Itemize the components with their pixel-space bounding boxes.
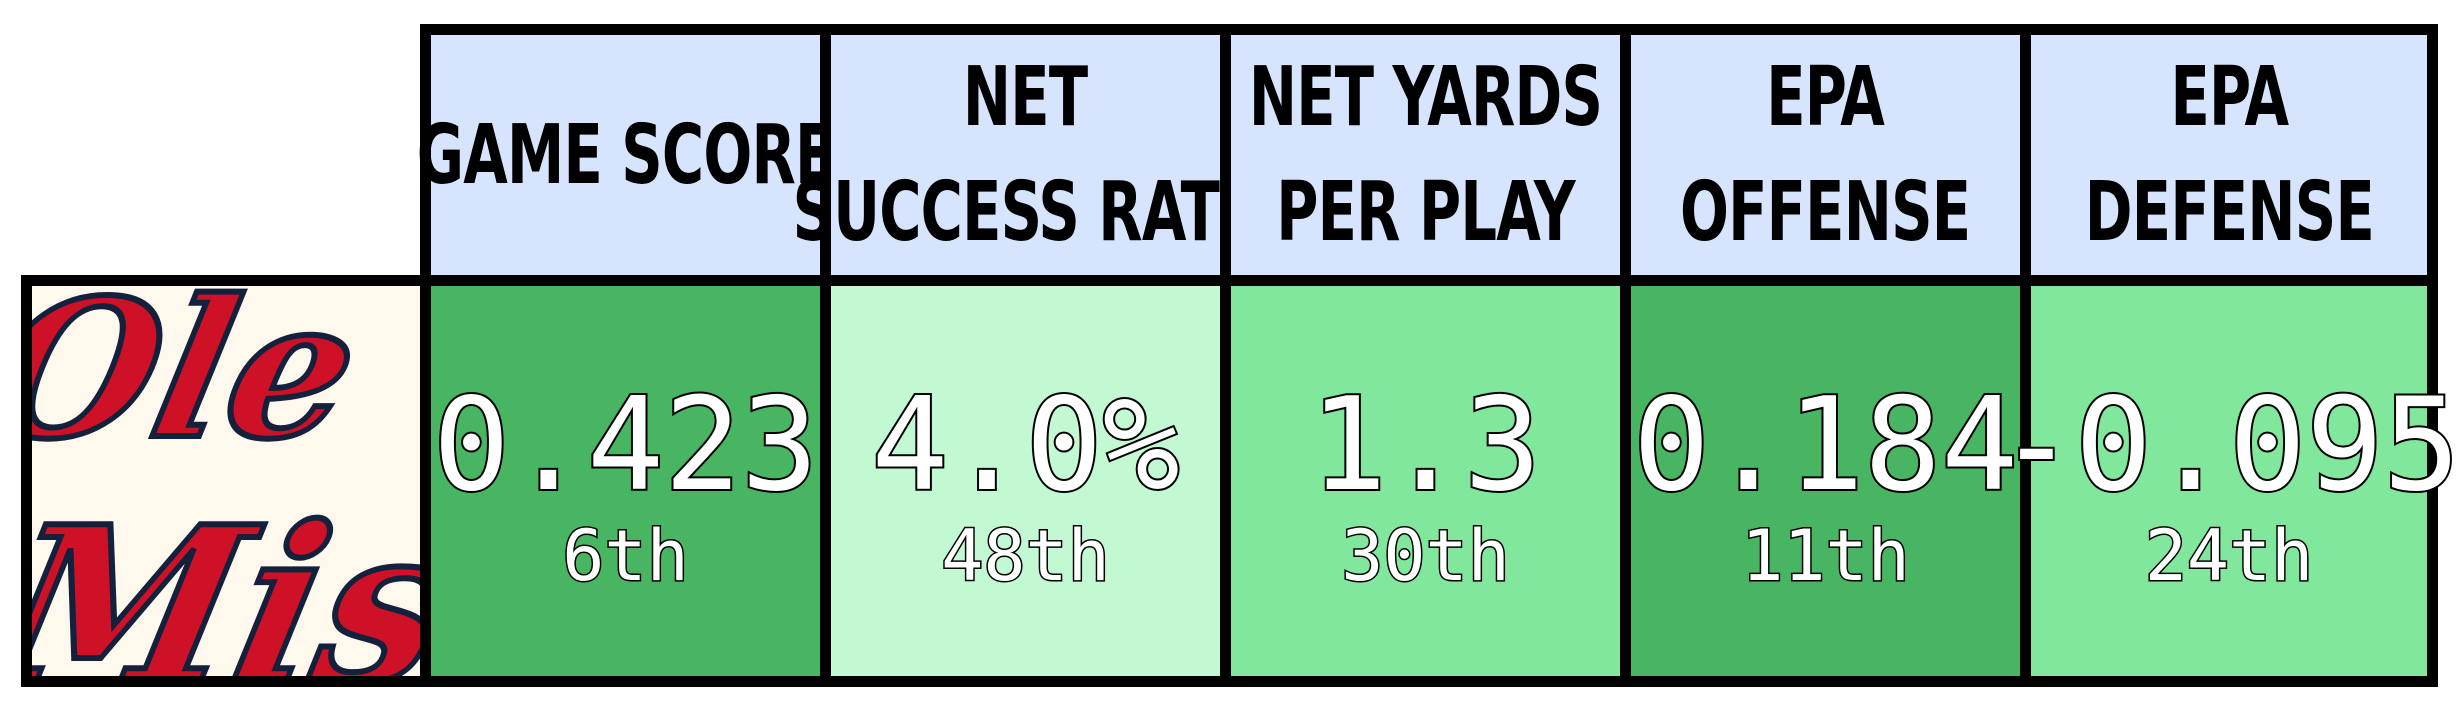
game-score-value: 0.423: [431, 371, 820, 520]
value-cell-net-success-rate: 4.0% 48th: [820, 275, 1231, 687]
value-cell-net-yards-per-play: 1.3 30th: [1220, 275, 1631, 687]
epa-defense-rank: 24th: [2143, 515, 2315, 598]
net-success-rate-rank: 48th: [940, 515, 1112, 598]
header-net-success-rate: NET SUCCESS RATE: [793, 24, 1259, 286]
svg-text:Miss: Miss: [32, 480, 431, 687]
epa-offense-value: 0.184: [1631, 371, 2020, 520]
epa-offense-rank: 11th: [1740, 515, 1912, 598]
header-epa-defense: EPA DEFENSE: [2020, 24, 2438, 286]
net-yards-per-play-rank: 30th: [1340, 515, 1512, 598]
value-cell-epa-defense: -0.095 24th: [1996, 275, 2458, 687]
header-game-score: GAME SCORE: [417, 24, 835, 286]
net-yards-per-play-value: 1.3: [1308, 371, 1543, 520]
epa-defense-value: -0.095: [1996, 371, 2458, 520]
value-cell-epa-offense: 0.184 11th: [1620, 275, 2031, 687]
header-epa-offense: EPA OFFENSE: [1620, 24, 2031, 286]
net-success-rate-value: 4.0%: [869, 371, 1181, 520]
header-net-yards-per-play: NET YARDS PER PLAY: [1220, 24, 1631, 286]
ole-miss-logo-icon: Ole Miss: [32, 286, 431, 687]
value-cell-game-score: 0.423 6th: [420, 275, 831, 687]
game-score-rank: 6th: [561, 515, 690, 598]
team-logo: Ole Miss: [21, 275, 431, 687]
svg-text:Ole: Ole: [32, 286, 376, 481]
